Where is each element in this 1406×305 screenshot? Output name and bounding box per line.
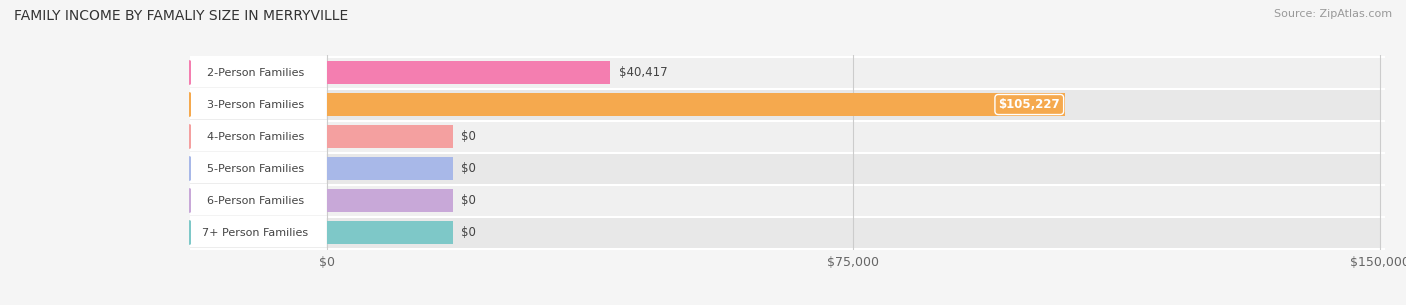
- Text: 6-Person Families: 6-Person Families: [207, 196, 304, 206]
- Text: $0: $0: [461, 226, 477, 239]
- Text: $105,227: $105,227: [998, 98, 1060, 111]
- Bar: [326, 125, 453, 148]
- Text: Source: ZipAtlas.com: Source: ZipAtlas.com: [1274, 9, 1392, 19]
- Text: $40,417: $40,417: [619, 66, 668, 79]
- Text: $0: $0: [461, 162, 477, 175]
- Bar: [190, 152, 1379, 185]
- Bar: [190, 185, 1379, 217]
- Text: 2-Person Families: 2-Person Families: [207, 67, 304, 77]
- Bar: [190, 88, 1379, 120]
- Bar: [190, 217, 1379, 249]
- Text: $0: $0: [461, 130, 477, 143]
- FancyBboxPatch shape: [190, 58, 326, 87]
- Bar: [326, 221, 453, 244]
- Text: FAMILY INCOME BY FAMALIY SIZE IN MERRYVILLE: FAMILY INCOME BY FAMALIY SIZE IN MERRYVI…: [14, 9, 349, 23]
- FancyBboxPatch shape: [190, 186, 326, 215]
- Text: 3-Person Families: 3-Person Families: [207, 99, 304, 109]
- Text: 4-Person Families: 4-Person Families: [207, 131, 304, 142]
- FancyBboxPatch shape: [190, 122, 326, 151]
- Text: $0: $0: [461, 194, 477, 207]
- FancyBboxPatch shape: [190, 154, 326, 183]
- Bar: [326, 189, 453, 212]
- Text: 5-Person Families: 5-Person Families: [207, 163, 304, 174]
- Text: 7+ Person Families: 7+ Person Families: [202, 228, 308, 238]
- FancyBboxPatch shape: [190, 90, 326, 119]
- Bar: [326, 61, 610, 84]
- Bar: [326, 157, 453, 180]
- FancyBboxPatch shape: [190, 218, 326, 247]
- Bar: [190, 120, 1379, 152]
- Bar: [190, 56, 1379, 88]
- Bar: [326, 93, 1066, 116]
